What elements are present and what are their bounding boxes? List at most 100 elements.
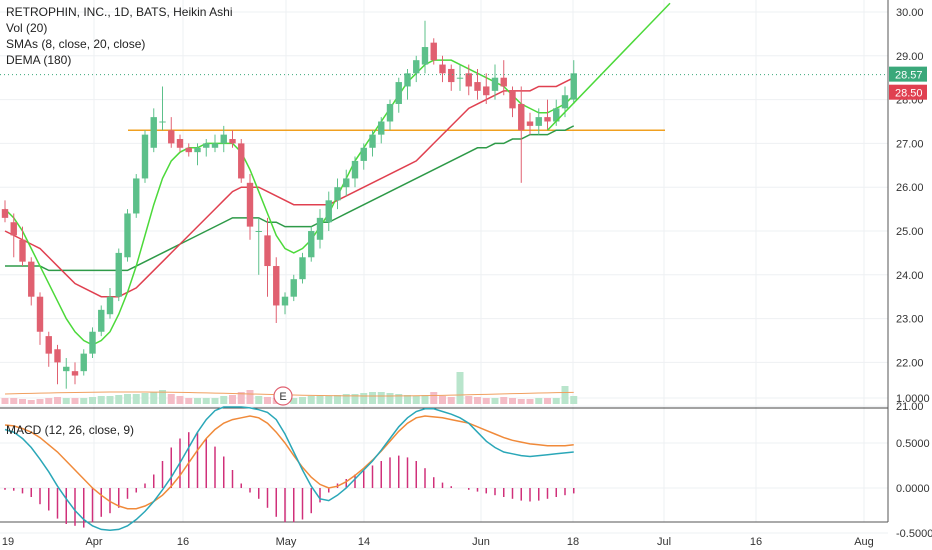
- volume-bar: [19, 399, 26, 404]
- candle-body: [203, 143, 210, 148]
- volume-bar: [570, 396, 578, 404]
- volume-bar: [430, 392, 438, 404]
- candle-body: [465, 73, 472, 87]
- time-axis-label: 16: [177, 536, 189, 548]
- candle-body: [211, 143, 219, 148]
- candle-body: [395, 82, 402, 104]
- volume-bar: [421, 395, 429, 404]
- volume-bar: [211, 398, 219, 404]
- macd-axis-label: -0.5000: [896, 528, 932, 540]
- volume-bar: [220, 396, 228, 404]
- volume-bar: [447, 397, 455, 404]
- sma8-line: [4, 59, 575, 346]
- candle-body: [474, 82, 481, 91]
- volume-bar: [237, 392, 245, 404]
- volume-bar: [27, 400, 35, 404]
- last-price-tag-bg: [889, 66, 927, 82]
- volume-bar: [456, 372, 464, 404]
- price-axis-label: 25.00: [896, 226, 924, 238]
- time-axis-label: Jun: [472, 536, 490, 548]
- chart-title: RETROPHIN, INC., 1D, BATS, Heikin Ashi: [6, 5, 233, 19]
- candle-body: [456, 77, 464, 79]
- price-axis: 30.0029.0028.0027.0026.0025.0024.0023.00…: [896, 7, 932, 540]
- candle-body: [220, 134, 227, 144]
- volume-bar: [97, 396, 105, 404]
- candle-body: [518, 103, 525, 131]
- volume-bar: [71, 398, 79, 404]
- candle-body: [308, 231, 315, 258]
- volume-bar: [334, 395, 341, 404]
- price-axis-label: 26.00: [896, 182, 924, 194]
- volume-bar: [141, 393, 149, 404]
- candle-body: [176, 139, 184, 148]
- price-axis-label: 21.00: [896, 401, 924, 413]
- candle-body: [185, 147, 192, 153]
- volume-bar: [185, 398, 193, 404]
- candle-body: [194, 147, 201, 153]
- time-axis: 19 Apr 16 May 14 Jun 18 Jul 16 Aug: [2, 536, 874, 548]
- volume-bar: [89, 397, 96, 404]
- candle-body: [526, 121, 534, 126]
- macd-axis-label: 0.0000: [896, 483, 930, 495]
- volume-bar: [342, 394, 350, 404]
- volume-bars: [1, 372, 578, 404]
- candle-body: [159, 121, 166, 123]
- candle-body: [413, 60, 420, 74]
- earnings-marker: E: [273, 386, 293, 406]
- volume-bar: [176, 396, 184, 404]
- volume-bar: [290, 398, 298, 404]
- candle-body: [570, 73, 577, 100]
- chart-legend: RETROPHIN, INC., 1D, BATS, Heikin Ashi V…: [6, 4, 233, 68]
- macd-axis-label: 0.5000: [896, 438, 930, 450]
- earnings-marker-label: E: [279, 391, 286, 403]
- macd-legend: MACD (12, 26, close, 9): [6, 423, 135, 437]
- trend-projection-line: [546, 2, 671, 131]
- volume-bar: [412, 396, 420, 404]
- candle-body: [439, 64, 446, 74]
- candle-body: [500, 77, 507, 87]
- price-axis-label: 30.00: [896, 7, 924, 19]
- candle-body: [343, 178, 350, 188]
- candle-body: [150, 117, 157, 148]
- volume-bar: [509, 398, 516, 404]
- volume-bar: [325, 396, 333, 404]
- candle-body: [106, 296, 114, 315]
- volume-bar: [106, 396, 114, 404]
- time-axis-label: 16: [750, 536, 762, 548]
- time-axis-label: Apr: [85, 536, 102, 548]
- candle-body: [553, 108, 560, 122]
- candle-body: [168, 130, 175, 144]
- candle-body: [45, 336, 52, 354]
- candle-body: [10, 222, 17, 236]
- candle-body: [369, 134, 376, 148]
- candle-body: [430, 42, 437, 61]
- candle-body: [273, 266, 280, 306]
- time-axis-label: 14: [358, 536, 370, 548]
- volume-bar: [395, 394, 403, 404]
- volume-bar: [1, 398, 9, 404]
- candle-body: [141, 134, 149, 179]
- candle-body: [246, 182, 254, 227]
- volume-bar: [360, 393, 368, 404]
- volume-bar: [386, 393, 394, 404]
- volume-bar: [500, 397, 508, 404]
- dema-line: [5, 125, 575, 272]
- volume-bar: [229, 395, 236, 404]
- volume-bar: [132, 394, 140, 404]
- candle-body: [133, 178, 140, 214]
- time-axis-label: May: [276, 536, 297, 548]
- volume-bar: [474, 397, 481, 404]
- price-axis-label: 29.00: [896, 51, 924, 63]
- volume-bar: [264, 397, 271, 404]
- volume-bar: [167, 394, 175, 404]
- candle-body: [544, 117, 551, 122]
- time-axis-label: 19: [2, 536, 14, 548]
- last-price-tag: 28.57: [889, 66, 927, 82]
- volume-bar: [316, 395, 324, 404]
- volume-bar: [255, 396, 263, 404]
- volume-bar: [491, 398, 499, 404]
- price-axis-label: 23.00: [896, 314, 924, 326]
- time-axis-label: Jul: [657, 536, 671, 548]
- candle-body: [290, 279, 297, 297]
